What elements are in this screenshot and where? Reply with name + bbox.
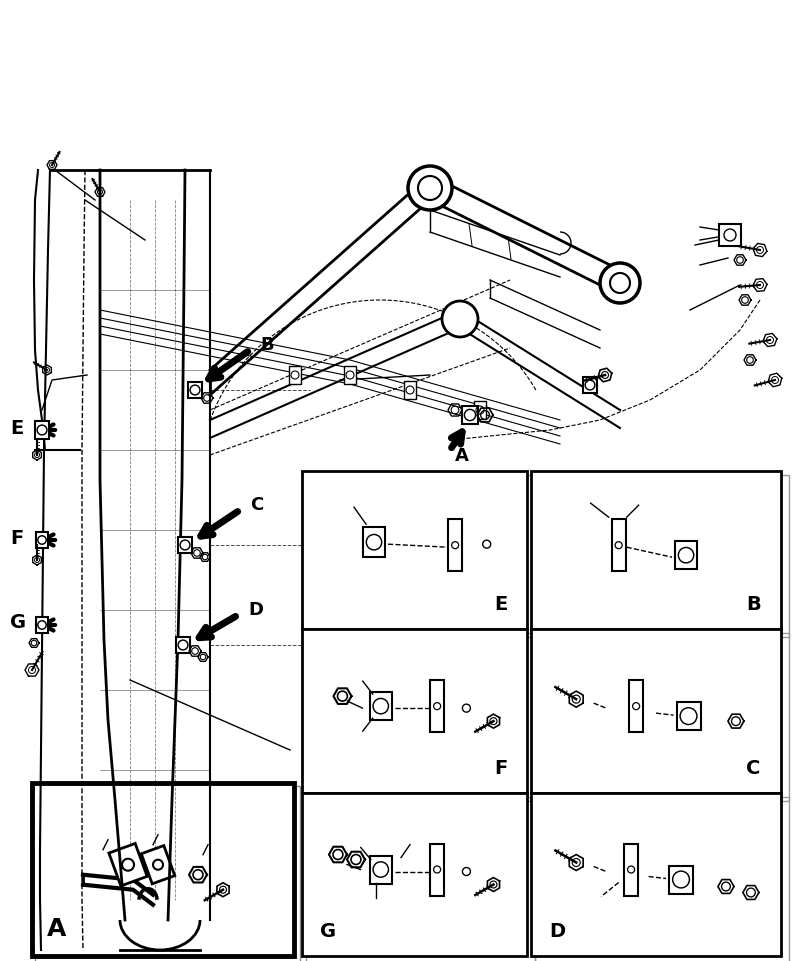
Bar bbox=[612, 519, 625, 571]
Bar bbox=[363, 528, 385, 557]
Bar bbox=[535, 797, 789, 961]
Bar bbox=[535, 633, 789, 801]
Circle shape bbox=[408, 166, 452, 210]
Bar bbox=[474, 401, 486, 419]
Bar bbox=[32, 783, 294, 956]
Bar bbox=[141, 846, 175, 884]
Bar bbox=[306, 475, 535, 637]
Circle shape bbox=[600, 263, 640, 303]
Bar bbox=[676, 702, 700, 730]
Circle shape bbox=[610, 273, 630, 293]
Text: E: E bbox=[10, 418, 23, 437]
Bar bbox=[178, 537, 192, 553]
Text: D: D bbox=[248, 601, 263, 619]
Text: C: C bbox=[746, 759, 761, 777]
Bar bbox=[531, 793, 781, 956]
Bar bbox=[624, 844, 638, 896]
Bar bbox=[531, 471, 781, 629]
Text: B: B bbox=[746, 596, 761, 614]
Bar bbox=[35, 421, 49, 439]
Text: C: C bbox=[250, 496, 263, 514]
Bar bbox=[630, 680, 643, 732]
Circle shape bbox=[418, 176, 442, 200]
Bar bbox=[289, 366, 301, 384]
Circle shape bbox=[442, 301, 478, 337]
Text: A: A bbox=[47, 917, 67, 941]
Text: F: F bbox=[494, 759, 507, 777]
Text: D: D bbox=[549, 923, 565, 941]
Text: G: G bbox=[320, 923, 336, 941]
Bar bbox=[369, 855, 392, 883]
Bar bbox=[404, 381, 416, 399]
Bar bbox=[302, 793, 527, 956]
Bar bbox=[531, 629, 781, 793]
Bar bbox=[719, 224, 741, 246]
Text: F: F bbox=[10, 529, 23, 548]
Bar bbox=[583, 377, 597, 393]
Bar bbox=[188, 382, 202, 398]
Bar bbox=[448, 519, 462, 571]
Bar bbox=[369, 692, 392, 720]
Bar bbox=[669, 866, 693, 894]
Bar bbox=[176, 637, 190, 653]
Text: A: A bbox=[455, 447, 469, 465]
Bar bbox=[109, 844, 147, 886]
Text: G: G bbox=[10, 613, 26, 632]
Bar bbox=[36, 617, 48, 633]
Bar bbox=[302, 629, 527, 793]
Bar bbox=[430, 844, 444, 896]
Bar bbox=[535, 475, 789, 637]
Bar bbox=[306, 633, 535, 801]
Bar bbox=[430, 680, 444, 732]
Bar bbox=[36, 532, 48, 548]
Bar bbox=[302, 471, 527, 629]
Bar bbox=[344, 366, 356, 384]
Bar bbox=[306, 797, 535, 961]
Bar bbox=[462, 406, 478, 424]
Bar bbox=[35, 786, 299, 961]
Text: E: E bbox=[494, 596, 507, 614]
Text: B: B bbox=[260, 336, 274, 354]
Bar bbox=[675, 541, 697, 569]
